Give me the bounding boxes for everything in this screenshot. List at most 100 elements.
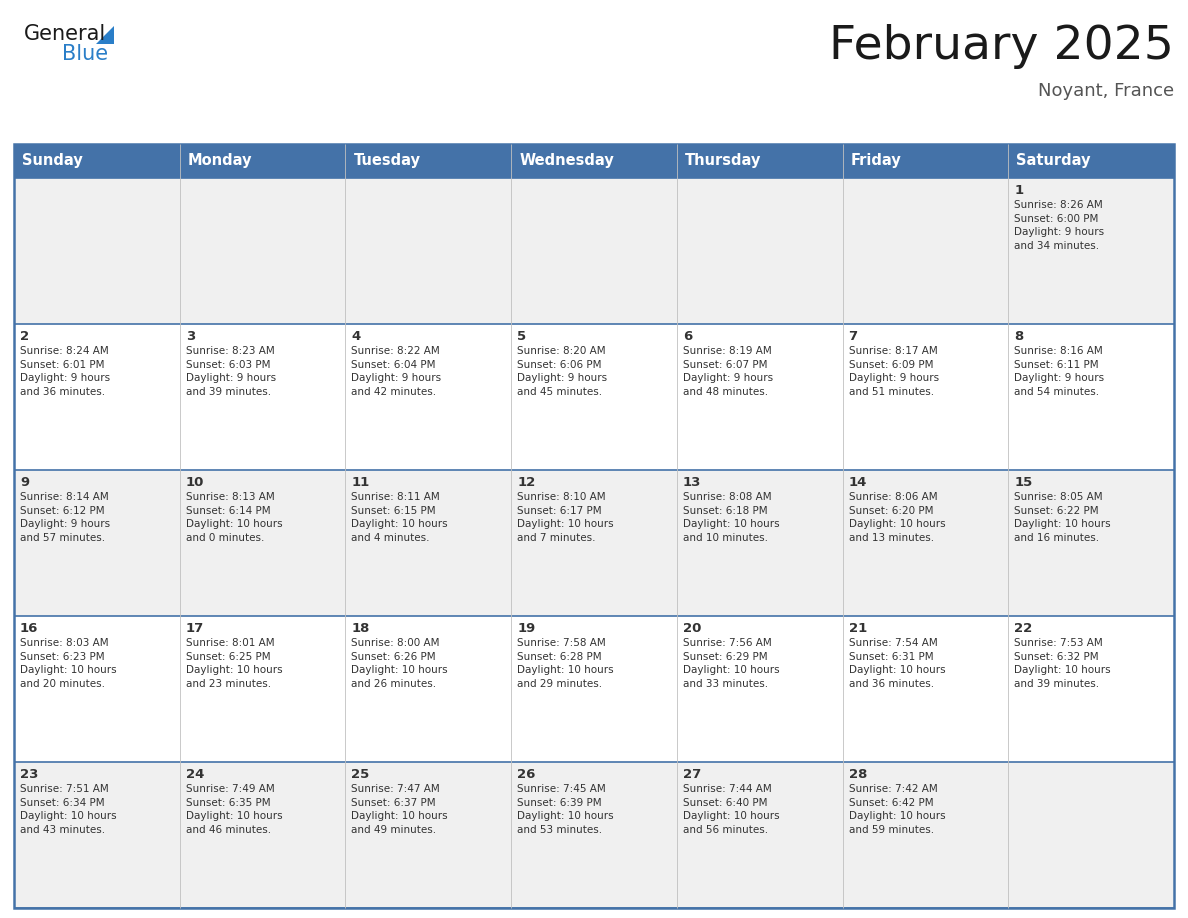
Bar	[14, 470, 179, 616]
Text: Sunrise: 7:53 AM
Sunset: 6:32 PM
Daylight: 10 hours
and 39 minutes.: Sunrise: 7:53 AM Sunset: 6:32 PM Dayligh…	[1015, 638, 1111, 688]
Bar	[1009, 762, 1174, 908]
Text: Blue: Blue	[62, 44, 108, 64]
Text: Sunrise: 8:13 AM
Sunset: 6:14 PM
Daylight: 10 hours
and 0 minutes.: Sunrise: 8:13 AM Sunset: 6:14 PM Dayligh…	[185, 492, 283, 543]
Text: 22: 22	[1015, 622, 1032, 635]
Bar	[14, 144, 179, 178]
Text: 12: 12	[517, 476, 536, 489]
Text: Sunrise: 7:44 AM
Sunset: 6:40 PM
Daylight: 10 hours
and 56 minutes.: Sunrise: 7:44 AM Sunset: 6:40 PM Dayligh…	[683, 784, 779, 834]
Bar	[14, 324, 179, 470]
Bar	[179, 616, 346, 762]
Bar	[179, 178, 346, 324]
Bar	[677, 762, 842, 908]
Bar	[346, 178, 511, 324]
Bar	[842, 762, 1009, 908]
Bar	[1009, 178, 1174, 324]
Bar	[842, 470, 1009, 616]
Text: Sunrise: 8:16 AM
Sunset: 6:11 PM
Daylight: 9 hours
and 54 minutes.: Sunrise: 8:16 AM Sunset: 6:11 PM Dayligh…	[1015, 346, 1105, 397]
Bar	[511, 470, 677, 616]
Bar	[14, 178, 179, 324]
Text: 28: 28	[848, 768, 867, 781]
Text: Sunrise: 7:47 AM
Sunset: 6:37 PM
Daylight: 10 hours
and 49 minutes.: Sunrise: 7:47 AM Sunset: 6:37 PM Dayligh…	[352, 784, 448, 834]
Bar	[842, 324, 1009, 470]
Text: Sunrise: 7:49 AM
Sunset: 6:35 PM
Daylight: 10 hours
and 46 minutes.: Sunrise: 7:49 AM Sunset: 6:35 PM Dayligh…	[185, 784, 283, 834]
Text: Sunrise: 7:45 AM
Sunset: 6:39 PM
Daylight: 10 hours
and 53 minutes.: Sunrise: 7:45 AM Sunset: 6:39 PM Dayligh…	[517, 784, 614, 834]
Bar	[14, 762, 179, 908]
Text: 1: 1	[1015, 184, 1023, 197]
Text: 11: 11	[352, 476, 369, 489]
Text: Sunrise: 8:20 AM
Sunset: 6:06 PM
Daylight: 9 hours
and 45 minutes.: Sunrise: 8:20 AM Sunset: 6:06 PM Dayligh…	[517, 346, 607, 397]
Text: 26: 26	[517, 768, 536, 781]
Bar	[677, 178, 842, 324]
Bar	[511, 762, 677, 908]
Text: 10: 10	[185, 476, 204, 489]
Text: February 2025: February 2025	[829, 24, 1174, 69]
Bar	[346, 144, 511, 178]
Bar	[677, 616, 842, 762]
Text: Sunrise: 7:58 AM
Sunset: 6:28 PM
Daylight: 10 hours
and 29 minutes.: Sunrise: 7:58 AM Sunset: 6:28 PM Dayligh…	[517, 638, 614, 688]
Text: Sunrise: 7:42 AM
Sunset: 6:42 PM
Daylight: 10 hours
and 59 minutes.: Sunrise: 7:42 AM Sunset: 6:42 PM Dayligh…	[848, 784, 946, 834]
Bar	[1009, 616, 1174, 762]
Bar	[511, 178, 677, 324]
Text: Tuesday: Tuesday	[353, 153, 421, 169]
Text: Wednesday: Wednesday	[519, 153, 614, 169]
Bar	[511, 616, 677, 762]
Text: Friday: Friday	[851, 153, 902, 169]
Bar	[14, 616, 179, 762]
Bar	[1009, 324, 1174, 470]
Bar	[677, 324, 842, 470]
Text: Sunrise: 8:00 AM
Sunset: 6:26 PM
Daylight: 10 hours
and 26 minutes.: Sunrise: 8:00 AM Sunset: 6:26 PM Dayligh…	[352, 638, 448, 688]
Text: 3: 3	[185, 330, 195, 343]
Bar	[346, 616, 511, 762]
Text: Sunrise: 8:11 AM
Sunset: 6:15 PM
Daylight: 10 hours
and 4 minutes.: Sunrise: 8:11 AM Sunset: 6:15 PM Dayligh…	[352, 492, 448, 543]
Text: Sunrise: 7:51 AM
Sunset: 6:34 PM
Daylight: 10 hours
and 43 minutes.: Sunrise: 7:51 AM Sunset: 6:34 PM Dayligh…	[20, 784, 116, 834]
Bar	[179, 470, 346, 616]
Bar	[1009, 144, 1174, 178]
Bar	[179, 324, 346, 470]
Text: Sunrise: 7:56 AM
Sunset: 6:29 PM
Daylight: 10 hours
and 33 minutes.: Sunrise: 7:56 AM Sunset: 6:29 PM Dayligh…	[683, 638, 779, 688]
Text: Sunrise: 8:14 AM
Sunset: 6:12 PM
Daylight: 9 hours
and 57 minutes.: Sunrise: 8:14 AM Sunset: 6:12 PM Dayligh…	[20, 492, 110, 543]
Text: 18: 18	[352, 622, 369, 635]
Text: Sunrise: 8:24 AM
Sunset: 6:01 PM
Daylight: 9 hours
and 36 minutes.: Sunrise: 8:24 AM Sunset: 6:01 PM Dayligh…	[20, 346, 110, 397]
Bar	[842, 616, 1009, 762]
Text: 14: 14	[848, 476, 867, 489]
Text: Sunrise: 8:26 AM
Sunset: 6:00 PM
Daylight: 9 hours
and 34 minutes.: Sunrise: 8:26 AM Sunset: 6:00 PM Dayligh…	[1015, 200, 1105, 251]
Bar	[346, 762, 511, 908]
Bar	[842, 178, 1009, 324]
Text: Noyant, France: Noyant, France	[1038, 82, 1174, 100]
Text: Sunrise: 8:03 AM
Sunset: 6:23 PM
Daylight: 10 hours
and 20 minutes.: Sunrise: 8:03 AM Sunset: 6:23 PM Dayligh…	[20, 638, 116, 688]
Text: Thursday: Thursday	[684, 153, 762, 169]
Text: General: General	[24, 24, 106, 44]
Text: 27: 27	[683, 768, 701, 781]
Text: 13: 13	[683, 476, 701, 489]
Bar	[179, 144, 346, 178]
Text: Sunrise: 7:54 AM
Sunset: 6:31 PM
Daylight: 10 hours
and 36 minutes.: Sunrise: 7:54 AM Sunset: 6:31 PM Dayligh…	[848, 638, 946, 688]
Text: Sunrise: 8:19 AM
Sunset: 6:07 PM
Daylight: 9 hours
and 48 minutes.: Sunrise: 8:19 AM Sunset: 6:07 PM Dayligh…	[683, 346, 773, 397]
Text: Sunrise: 8:08 AM
Sunset: 6:18 PM
Daylight: 10 hours
and 10 minutes.: Sunrise: 8:08 AM Sunset: 6:18 PM Dayligh…	[683, 492, 779, 543]
Bar	[346, 470, 511, 616]
Polygon shape	[96, 26, 114, 44]
Text: 24: 24	[185, 768, 204, 781]
Bar	[677, 470, 842, 616]
Text: 7: 7	[848, 330, 858, 343]
Bar	[14, 144, 1174, 908]
Bar	[179, 762, 346, 908]
Bar	[677, 144, 842, 178]
Text: 20: 20	[683, 622, 701, 635]
Text: Sunrise: 8:05 AM
Sunset: 6:22 PM
Daylight: 10 hours
and 16 minutes.: Sunrise: 8:05 AM Sunset: 6:22 PM Dayligh…	[1015, 492, 1111, 543]
Text: Sunrise: 8:10 AM
Sunset: 6:17 PM
Daylight: 10 hours
and 7 minutes.: Sunrise: 8:10 AM Sunset: 6:17 PM Dayligh…	[517, 492, 614, 543]
Bar	[511, 144, 677, 178]
Text: 8: 8	[1015, 330, 1024, 343]
Text: Sunrise: 8:06 AM
Sunset: 6:20 PM
Daylight: 10 hours
and 13 minutes.: Sunrise: 8:06 AM Sunset: 6:20 PM Dayligh…	[848, 492, 946, 543]
Bar	[842, 144, 1009, 178]
Text: 21: 21	[848, 622, 867, 635]
Text: 6: 6	[683, 330, 693, 343]
Text: Sunday: Sunday	[23, 153, 83, 169]
Text: 4: 4	[352, 330, 361, 343]
Text: Sunrise: 8:17 AM
Sunset: 6:09 PM
Daylight: 9 hours
and 51 minutes.: Sunrise: 8:17 AM Sunset: 6:09 PM Dayligh…	[848, 346, 939, 397]
Text: Sunrise: 8:22 AM
Sunset: 6:04 PM
Daylight: 9 hours
and 42 minutes.: Sunrise: 8:22 AM Sunset: 6:04 PM Dayligh…	[352, 346, 442, 397]
Bar	[1009, 470, 1174, 616]
Text: 16: 16	[20, 622, 38, 635]
Text: 5: 5	[517, 330, 526, 343]
Text: 9: 9	[20, 476, 30, 489]
Text: Monday: Monday	[188, 153, 252, 169]
